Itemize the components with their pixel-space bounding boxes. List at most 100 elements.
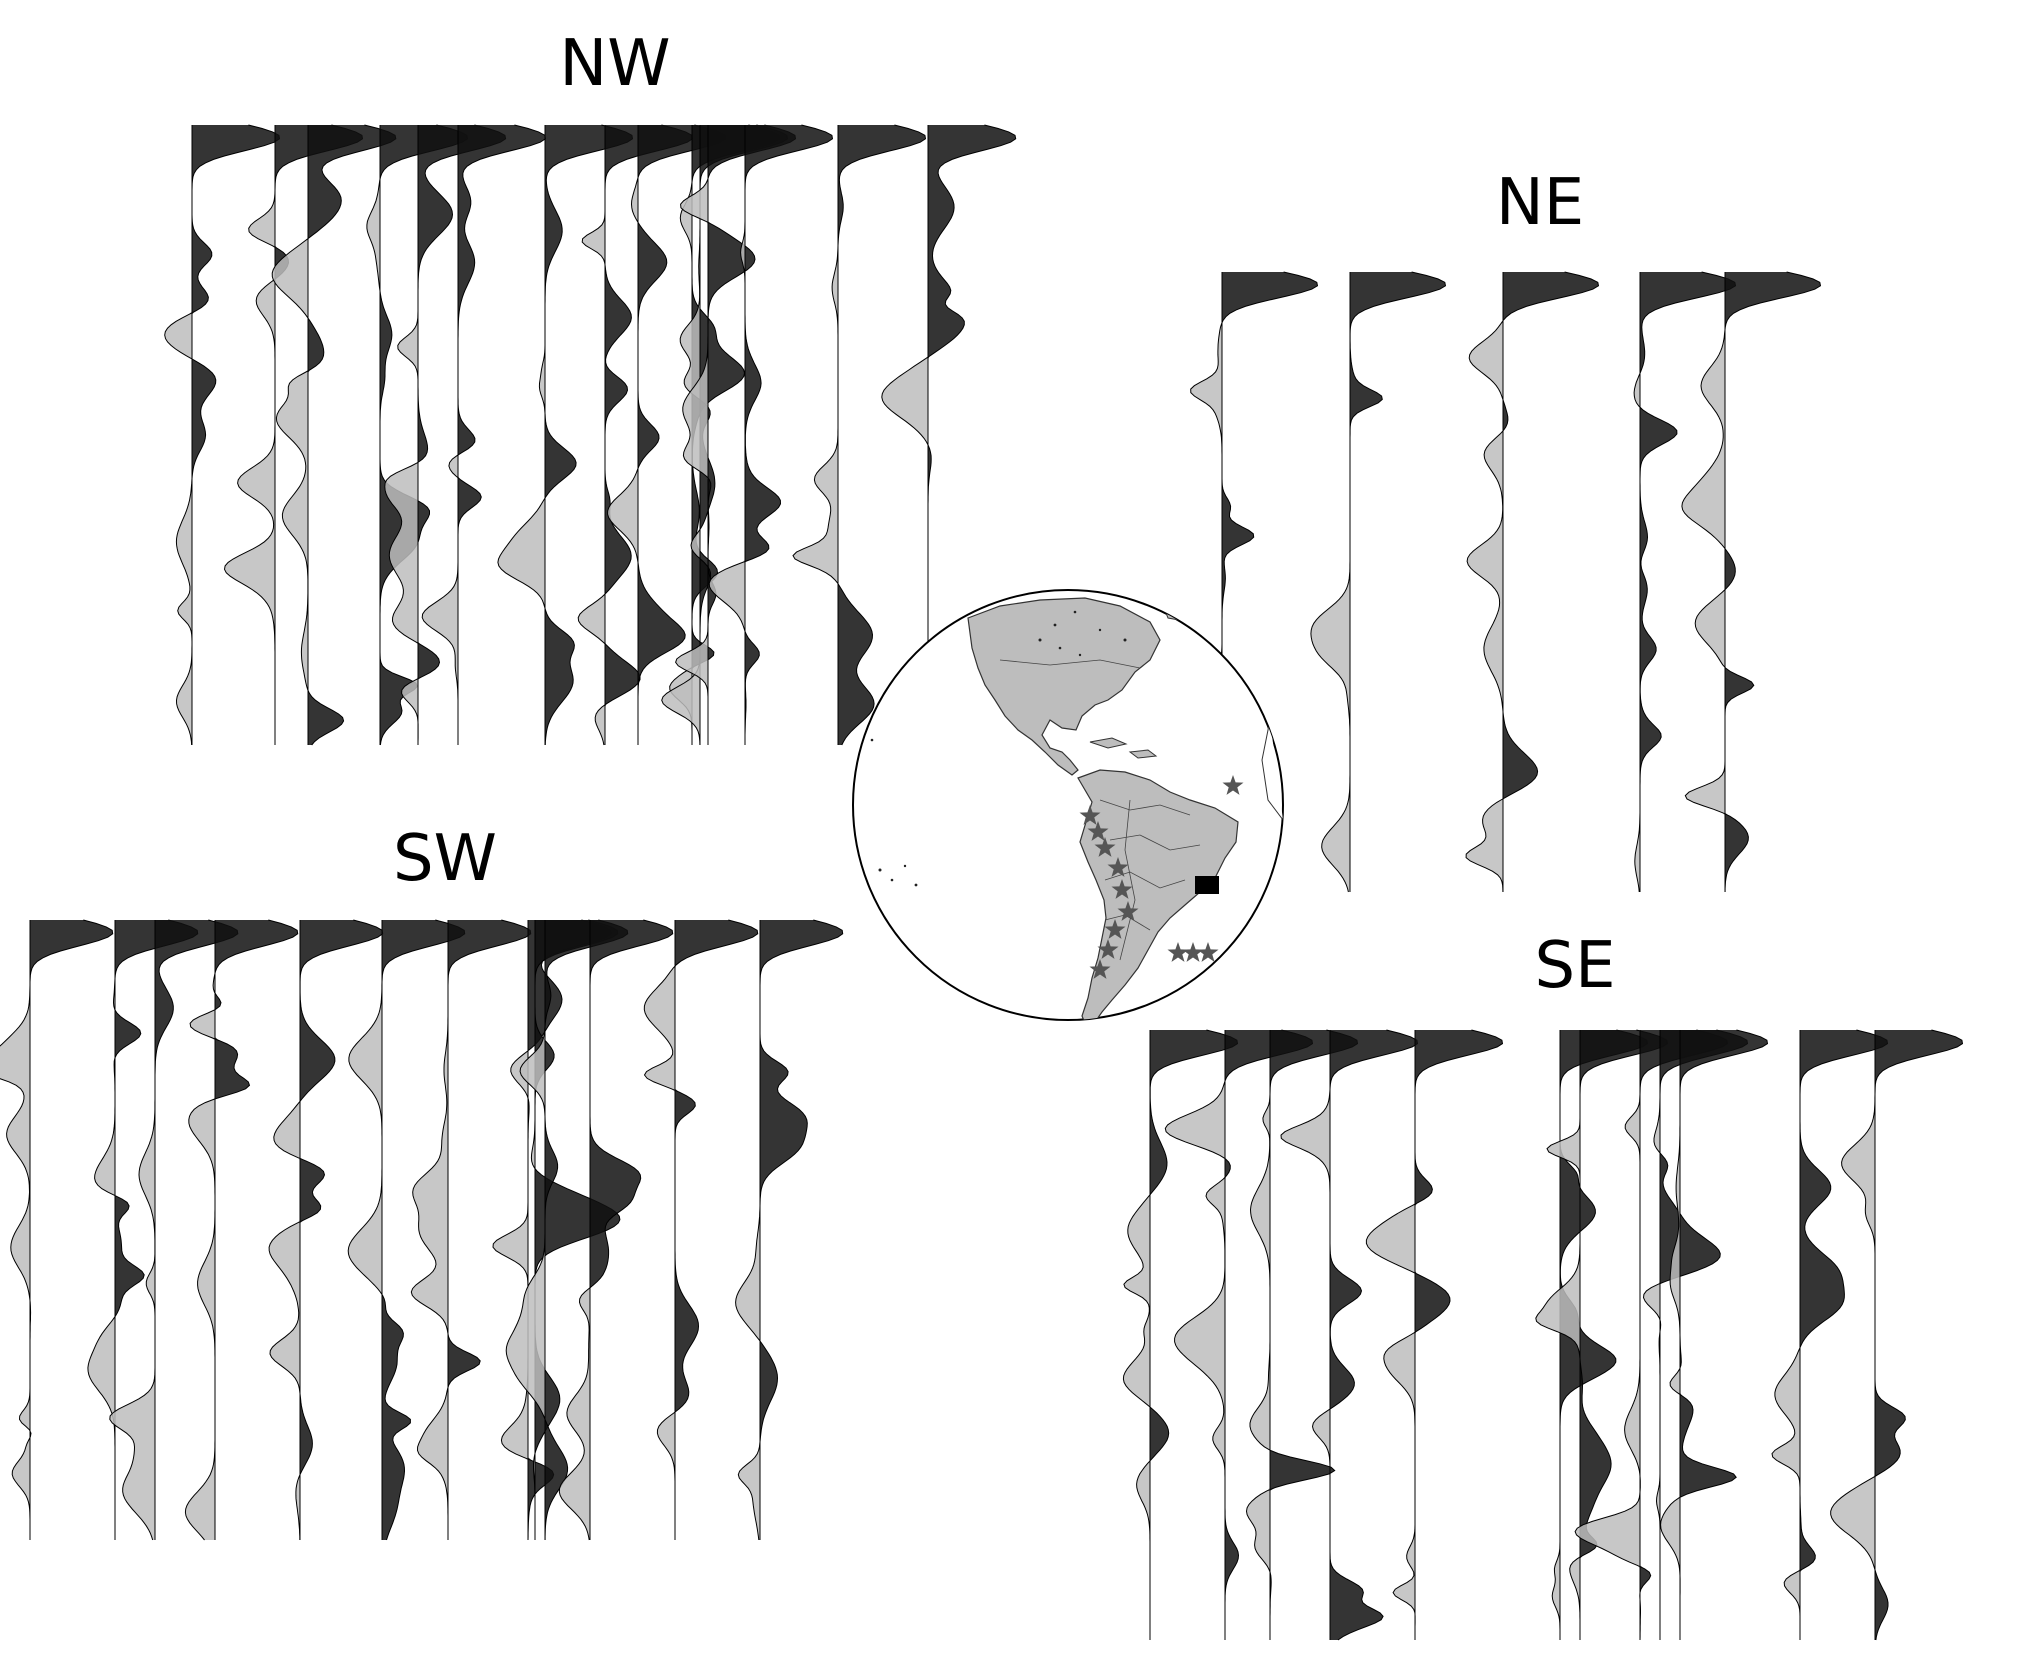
earthquake-star-icon (1167, 942, 1189, 962)
trace-negative-fill (1310, 272, 1350, 892)
trace-negative-fill (348, 920, 382, 1540)
trace-positive-fill (528, 920, 612, 1540)
trace-negative-fill (793, 125, 838, 745)
earthquake-star-icon (1117, 901, 1139, 921)
trace-negative-fill (1165, 1030, 1225, 1640)
trace-positive-fill (545, 920, 628, 1540)
trace-positive-fill (1725, 272, 1821, 892)
panel-title-sw: SW (393, 822, 497, 896)
earthquake-star-icon (1197, 942, 1219, 962)
trace-line (1465, 271, 1600, 893)
trace-line (271, 124, 397, 746)
trace (735, 919, 844, 1541)
earthquake-star-icon (1104, 919, 1126, 939)
trace-negative-fill (675, 125, 708, 745)
trace-positive-fill (1800, 1030, 1888, 1640)
trace-positive-fill (215, 920, 298, 1540)
trace (347, 919, 466, 1541)
panel-title-se: SE (1534, 929, 1615, 1003)
trace (1245, 1029, 1359, 1640)
trace-positive-fill (30, 920, 113, 1540)
trace-line (384, 124, 507, 745)
trace (492, 919, 612, 1541)
trace-line (1164, 1029, 1314, 1640)
trace-positive-fill (675, 920, 758, 1540)
trace (1681, 271, 1822, 892)
trace-negative-fill (0, 920, 30, 1540)
trace-positive-fill (545, 125, 633, 745)
trace-positive-fill (745, 125, 833, 745)
trace-positive-fill (1875, 1030, 1963, 1640)
trace (1310, 271, 1447, 893)
trace-positive-fill (155, 920, 238, 1540)
trace-negative-fill (164, 125, 192, 745)
trace (792, 124, 927, 746)
trace-negative-fill (1830, 1030, 1875, 1640)
trace-negative-fill (109, 920, 155, 1540)
trace (421, 124, 547, 745)
trace-negative-fill (1634, 272, 1640, 892)
trace-line (0, 919, 114, 1540)
trace-negative-fill (272, 125, 308, 745)
land-south-america (1077, 769, 1239, 1020)
land-north-america (967, 597, 1161, 776)
panel-title-nw: NW (559, 27, 670, 101)
trace-panel-sw (0, 919, 844, 1541)
trace (268, 919, 384, 1540)
trace-positive-fill (605, 125, 693, 745)
trace-line (675, 124, 797, 745)
station-square-icon (1195, 876, 1219, 894)
trace-panel-nw (164, 124, 1017, 746)
earthquake-star-icon (1097, 939, 1119, 959)
trace-panel-ne (1190, 271, 1822, 893)
trace-negative-fill (578, 125, 605, 745)
trace-line (1365, 1029, 1504, 1640)
trace-negative-fill (1535, 1030, 1580, 1640)
trace (530, 919, 621, 1540)
trace (109, 919, 239, 1541)
trace (643, 919, 759, 1540)
trace (1164, 1029, 1314, 1640)
trace-negative-fill (1466, 272, 1503, 892)
trace-negative-fill (384, 125, 418, 745)
earthquake-star-icon (1089, 959, 1111, 979)
trace-negative-fill (1281, 1030, 1330, 1640)
trace (384, 124, 507, 745)
trace (1280, 1029, 1419, 1641)
trace-positive-fill (1415, 1030, 1503, 1640)
trace (505, 919, 629, 1540)
trace (1771, 1029, 1889, 1640)
trace (607, 124, 727, 745)
trace-negative-fill (559, 920, 590, 1540)
trace-line (530, 919, 621, 1540)
trace-line (347, 919, 466, 1541)
panel-title-ne: NE (1496, 166, 1584, 240)
trace-positive-fill (1350, 272, 1446, 892)
earthquake-star-icon (1094, 837, 1116, 857)
scattered-islands (870, 610, 1127, 887)
trace-negative-fill (506, 920, 545, 1540)
earthquake-star-icon (1107, 857, 1129, 877)
trace-negative-fill (1366, 1030, 1415, 1640)
trace (558, 919, 674, 1541)
trace (675, 124, 797, 745)
trace-negative-fill (224, 125, 275, 745)
trace-negative-fill (411, 920, 448, 1540)
trace-line (735, 919, 844, 1541)
trace-positive-fill (928, 125, 1016, 745)
earthquake-star-icon (1111, 879, 1133, 899)
trace (1465, 271, 1600, 893)
trace-line (497, 124, 634, 746)
trace-negative-fill (185, 920, 215, 1540)
trace (223, 124, 364, 745)
trace-positive-fill (760, 920, 843, 1540)
trace-line (1830, 1029, 1964, 1641)
trace (577, 124, 694, 746)
trace-line (1574, 1029, 1729, 1641)
trace (410, 919, 532, 1540)
trace-negative-fill (1681, 272, 1725, 892)
trace (708, 124, 834, 745)
trace (271, 124, 397, 746)
trace-line (492, 919, 612, 1541)
